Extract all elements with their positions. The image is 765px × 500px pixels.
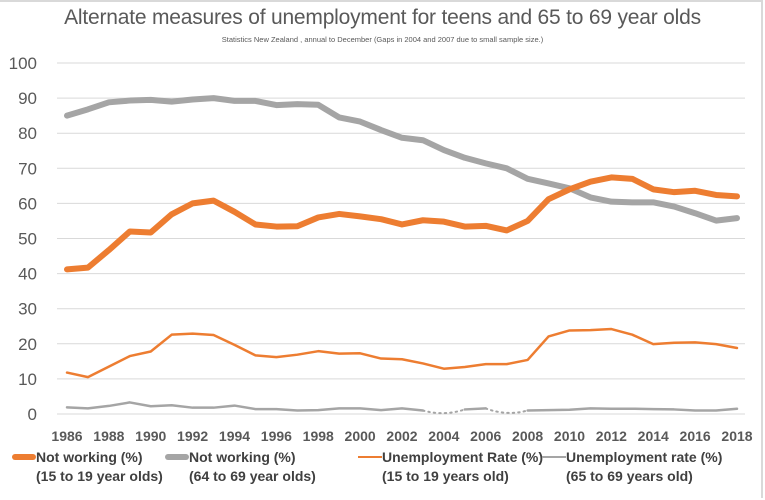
x-tick-label: 2010 bbox=[554, 428, 585, 444]
series-line bbox=[526, 407, 739, 412]
series-line bbox=[64, 95, 740, 224]
y-tick-label: 40 bbox=[18, 265, 37, 284]
legend-label-line2: (15 to 19 years old) bbox=[382, 468, 509, 484]
x-tick-label: 2004 bbox=[428, 428, 459, 444]
y-tick-label: 50 bbox=[18, 230, 37, 249]
legend-label: Not working (%) bbox=[189, 449, 296, 465]
series-2 bbox=[65, 327, 739, 379]
series-line bbox=[65, 327, 739, 379]
y-tick-label: 20 bbox=[18, 335, 37, 354]
gridlines bbox=[57, 62, 745, 415]
x-tick-label: 1988 bbox=[93, 428, 124, 444]
x-tick-label: 2012 bbox=[596, 428, 627, 444]
x-tick-label: 1990 bbox=[135, 428, 166, 444]
y-tick-label: 0 bbox=[28, 405, 37, 424]
legend-swatch bbox=[12, 454, 36, 460]
chart-subtitle: Statistics New Zealand , annual to Decem… bbox=[221, 35, 544, 44]
y-tick-label: 10 bbox=[18, 370, 37, 389]
x-tick-label: 2000 bbox=[345, 428, 376, 444]
legend-label: Unemployment Rate (%) bbox=[382, 449, 544, 465]
x-tick-label: 2014 bbox=[638, 428, 669, 444]
series-lines bbox=[64, 95, 740, 415]
legend-label-line2: (64 to 69 year olds) bbox=[189, 468, 316, 484]
x-tick-label: 2006 bbox=[470, 428, 501, 444]
x-tick-label: 2018 bbox=[721, 428, 752, 444]
y-tick-label: 70 bbox=[18, 159, 37, 178]
x-tick-label: 2008 bbox=[512, 428, 543, 444]
x-tick-label: 2002 bbox=[386, 428, 417, 444]
legend-label: Not working (%) bbox=[36, 449, 143, 465]
legend-swatch bbox=[542, 456, 566, 458]
chart-title: Alternate measures of unemployment for t… bbox=[64, 6, 701, 29]
series-line bbox=[65, 401, 425, 412]
x-tick-label: 1996 bbox=[261, 428, 292, 444]
y-tick-label: 90 bbox=[18, 89, 37, 108]
x-tick-label: 1994 bbox=[219, 428, 250, 444]
legend-label-line2: (65 to 69 years old) bbox=[566, 468, 693, 484]
legend-swatch bbox=[358, 456, 382, 458]
y-tick-label: 30 bbox=[18, 300, 37, 319]
gap-dotted-line bbox=[421, 408, 466, 415]
legend: Not working (%) (15 to 19 year olds) Not… bbox=[0, 448, 765, 494]
series-line bbox=[64, 174, 740, 273]
y-tick-label: 100 bbox=[9, 54, 37, 73]
x-axis-ticks: 1986 1988 1990 1992 1994 1996 1998 2000 2002 2004… bbox=[51, 428, 752, 444]
y-tick-label: 80 bbox=[18, 124, 37, 143]
series-line bbox=[463, 407, 487, 411]
x-tick-label: 1998 bbox=[303, 428, 334, 444]
legend-swatch bbox=[165, 454, 189, 460]
x-tick-label: 1992 bbox=[177, 428, 208, 444]
legend-label: Unemployment rate (%) bbox=[566, 449, 723, 465]
series-3 bbox=[65, 401, 739, 415]
y-axis-ticks: 0 10 20 30 40 50 60 70 80 90 100 bbox=[9, 54, 37, 424]
x-tick-label: 1986 bbox=[51, 428, 82, 444]
x-tick-label: 2016 bbox=[680, 428, 711, 444]
legend-label-line2: (15 to 19 year olds) bbox=[36, 468, 163, 484]
series-1 bbox=[64, 95, 740, 224]
y-tick-label: 60 bbox=[18, 194, 37, 213]
series-0 bbox=[64, 174, 740, 273]
gap-dotted-line bbox=[484, 407, 529, 414]
